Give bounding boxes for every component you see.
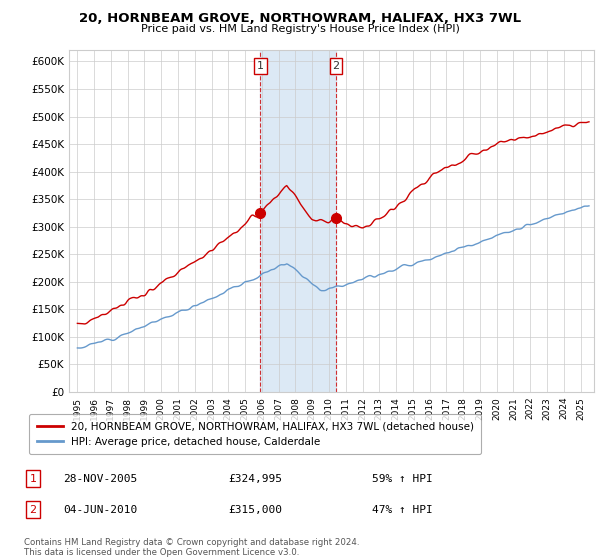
Text: Price paid vs. HM Land Registry's House Price Index (HPI): Price paid vs. HM Land Registry's House … xyxy=(140,24,460,34)
Text: £324,995: £324,995 xyxy=(228,474,282,484)
Legend: 20, HORNBEAM GROVE, NORTHOWRAM, HALIFAX, HX3 7WL (detached house), HPI: Average : 20, HORNBEAM GROVE, NORTHOWRAM, HALIFAX,… xyxy=(29,414,481,454)
Text: 59% ↑ HPI: 59% ↑ HPI xyxy=(372,474,433,484)
Text: 2: 2 xyxy=(29,505,37,515)
Text: 47% ↑ HPI: 47% ↑ HPI xyxy=(372,505,433,515)
Text: 28-NOV-2005: 28-NOV-2005 xyxy=(63,474,137,484)
Text: £315,000: £315,000 xyxy=(228,505,282,515)
Text: 1: 1 xyxy=(257,61,264,71)
Text: 04-JUN-2010: 04-JUN-2010 xyxy=(63,505,137,515)
Text: 2: 2 xyxy=(332,61,340,71)
Text: 20, HORNBEAM GROVE, NORTHOWRAM, HALIFAX, HX3 7WL: 20, HORNBEAM GROVE, NORTHOWRAM, HALIFAX,… xyxy=(79,12,521,25)
Text: 1: 1 xyxy=(29,474,37,484)
Text: Contains HM Land Registry data © Crown copyright and database right 2024.
This d: Contains HM Land Registry data © Crown c… xyxy=(24,538,359,557)
Bar xyxy=(260,50,336,392)
